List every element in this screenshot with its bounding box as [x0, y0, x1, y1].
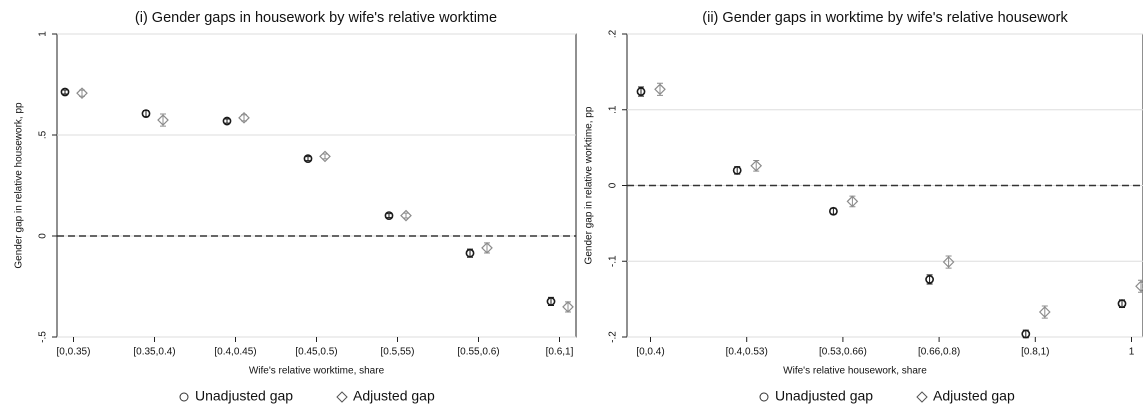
point [546, 297, 556, 306]
point [925, 275, 934, 284]
legend-label: Unadjusted gap [775, 388, 873, 404]
error-bar [160, 113, 166, 127]
x-tick-label: [0.6,1] [546, 347, 574, 358]
error-bar [1041, 305, 1048, 319]
point [76, 87, 88, 100]
error-bar [945, 255, 952, 269]
x-tick-label: [0.5,55) [381, 347, 415, 358]
chart-title: (i) Gender gaps in housework by wife's r… [135, 10, 497, 26]
point [60, 87, 70, 97]
error-bar [62, 89, 68, 95]
plot-area [56, 33, 577, 338]
error-bar [305, 156, 311, 162]
legend-label: Unadjusted gap [195, 388, 293, 404]
x-tick-label: [0,0.35) [57, 347, 91, 358]
legend-symbol [916, 391, 928, 403]
error-bar [386, 213, 392, 219]
point [1021, 329, 1031, 339]
x-axis-label: Wife's relative worktime, share [249, 366, 385, 377]
point [400, 209, 412, 222]
x-tick-label: [0.4,0.45) [214, 347, 256, 358]
x-tick-label: [0.53,0.66) [819, 347, 867, 358]
point [222, 116, 232, 126]
x-tick-label: [0,0.4) [636, 347, 664, 358]
y-tick-label: 0 [608, 182, 619, 188]
point [319, 150, 331, 163]
legend-symbol [336, 391, 348, 403]
chart-title: (ii) Gender gaps in worktime by wife's r… [702, 10, 1068, 26]
error-bar [1138, 279, 1143, 293]
y-tick-label: -.5 [38, 331, 49, 343]
x-tick-label: [0.4,0.53) [726, 347, 768, 358]
x-tick-label: [0.66,0.8) [918, 347, 960, 358]
point [465, 248, 475, 258]
point [654, 83, 666, 96]
point [1038, 306, 1051, 318]
legend-label: Adjusted gap [933, 388, 1015, 404]
point [384, 211, 394, 220]
legend-label: Adjusted gap [353, 388, 435, 404]
point [1117, 299, 1127, 309]
x-tick-label: [0.45,0.5) [295, 347, 337, 358]
point [303, 154, 313, 164]
x-tick-label: [0.55,0.6) [457, 347, 499, 358]
y-tick-label: .5 [38, 130, 49, 139]
point [942, 256, 955, 268]
x-axis-label: Wife's relative housework, share [783, 366, 927, 377]
point [141, 109, 151, 118]
x-tick-label: [0.8,1) [1021, 347, 1049, 358]
y-tick-label: .2 [608, 29, 619, 38]
legend-symbol [179, 392, 189, 402]
y-tick-label: 1 [38, 31, 49, 37]
point [238, 111, 250, 124]
point [1135, 280, 1143, 293]
point [846, 195, 859, 208]
y-axis-label: Gender gap in relative worktime, pp [584, 106, 595, 264]
point [732, 165, 742, 175]
y-tick-label: -.2 [608, 331, 619, 343]
point [562, 301, 574, 313]
x-tick-label: [0.35,0.4) [133, 347, 175, 358]
point [636, 87, 646, 96]
point [750, 159, 763, 172]
point [829, 206, 838, 216]
point [481, 242, 493, 254]
point [157, 114, 169, 126]
y-tick-label: 0 [38, 233, 49, 239]
y-tick-label: -.1 [608, 255, 619, 267]
x-tick-label: 1 [1129, 347, 1135, 358]
error-bar [224, 118, 230, 124]
y-axis-label: Gender gap in relative housework, pp [14, 102, 25, 269]
legend-symbol [759, 392, 769, 402]
y-tick-label: .1 [608, 105, 619, 114]
error-bar [657, 82, 663, 96]
